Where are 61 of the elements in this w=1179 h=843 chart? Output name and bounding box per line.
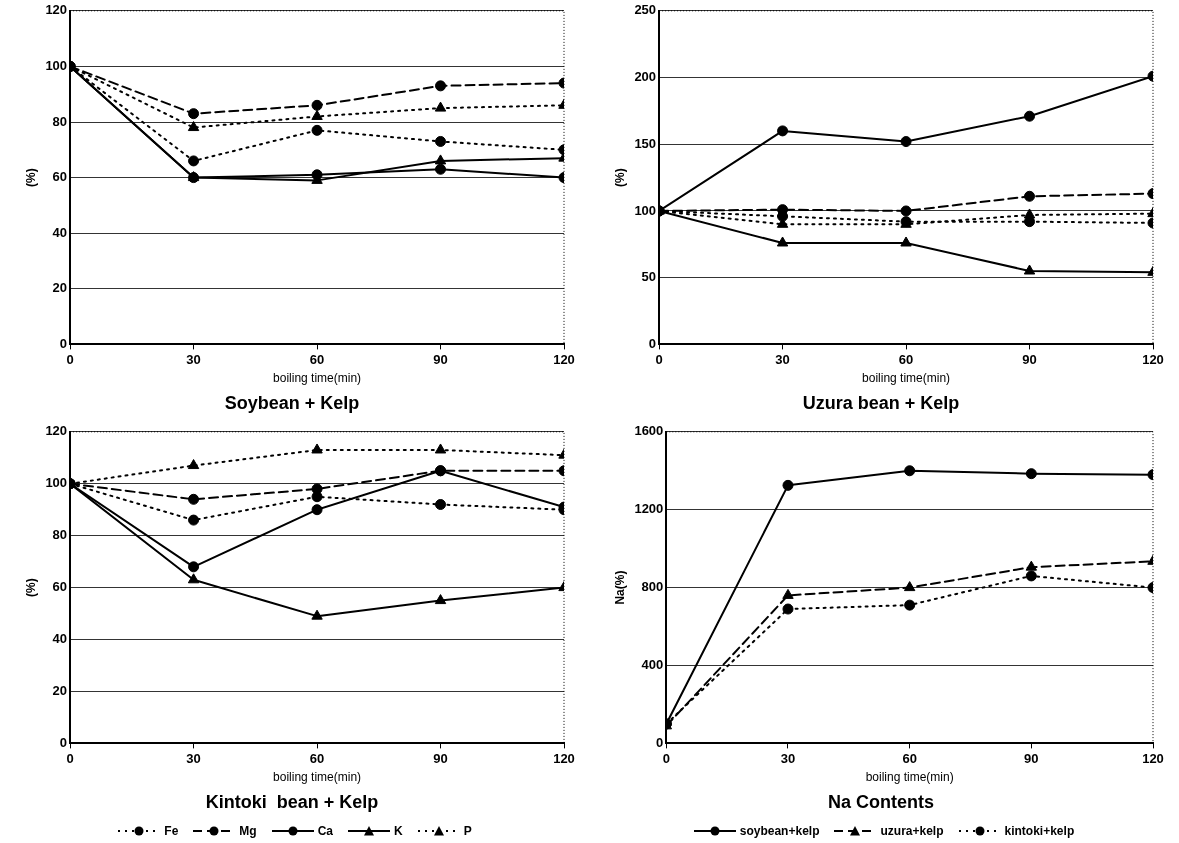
text: Soybean + Kelp bbox=[224, 393, 360, 414]
y-tick-label: 0 bbox=[59, 734, 68, 750]
legend-label: Ca bbox=[317, 824, 333, 838]
text: Kintoki bean + Kelp bbox=[205, 792, 379, 813]
y-tick-label: 20 bbox=[52, 280, 68, 296]
y-axis-title: (%) bbox=[23, 168, 38, 187]
legend-label: Mg bbox=[239, 824, 257, 838]
x-axis-title: boiling time(min) bbox=[273, 769, 362, 784]
legend-label: P bbox=[463, 824, 472, 838]
legend-label: K bbox=[394, 824, 403, 838]
y-axis-title: Na(%) bbox=[612, 570, 627, 605]
text: Na Contents bbox=[827, 792, 935, 813]
y-axis-title: (%) bbox=[23, 578, 38, 597]
y-tick-label: 0 bbox=[59, 335, 68, 351]
y-tick-label: 120 bbox=[45, 423, 68, 439]
x-tick-label: 60 bbox=[898, 351, 914, 367]
y-tick-label: 0 bbox=[648, 335, 657, 351]
y-tick-label: 80 bbox=[52, 113, 68, 129]
legend-label: kintoki+kelp bbox=[1004, 824, 1075, 838]
x-tick-label: 30 bbox=[780, 750, 796, 766]
x-tick-label: 120 bbox=[1142, 351, 1164, 367]
y-tick-label: 20 bbox=[52, 683, 68, 699]
y-tick-label: 50 bbox=[641, 269, 657, 285]
y-tick-label: 150 bbox=[634, 135, 657, 151]
y-tick-label: 40 bbox=[52, 631, 68, 647]
y-tick-label: 0 bbox=[656, 734, 664, 750]
x-tick-label: 90 bbox=[1024, 750, 1039, 766]
x-tick-label: 60 bbox=[309, 351, 325, 367]
text: Uzura bean + Kelp bbox=[802, 393, 960, 414]
y-tick-label: 80 bbox=[52, 527, 68, 543]
x-tick-label: 90 bbox=[1022, 351, 1037, 367]
x-axis-title: boiling time(min) bbox=[273, 370, 362, 385]
y-tick-label: 100 bbox=[45, 475, 68, 491]
y-tick-label: 40 bbox=[52, 224, 68, 240]
x-tick-label: 30 bbox=[775, 351, 790, 367]
x-tick-label: 60 bbox=[902, 750, 917, 766]
x-axis-title: boiling time(min) bbox=[865, 769, 954, 784]
y-axis-title: (%) bbox=[612, 168, 627, 187]
y-tick-label: 100 bbox=[634, 202, 657, 218]
x-tick-label: 120 bbox=[553, 351, 575, 367]
x-tick-label: 120 bbox=[553, 750, 575, 766]
legend-label: soybean+kelp bbox=[739, 824, 820, 838]
y-tick-label: 200 bbox=[634, 69, 657, 85]
y-tick-label: 60 bbox=[52, 579, 68, 595]
y-tick-label: 400 bbox=[641, 657, 664, 673]
y-tick-label: 60 bbox=[52, 169, 68, 185]
x-tick-label: 60 bbox=[309, 750, 325, 766]
x-axis-title: boiling time(min) bbox=[862, 370, 951, 385]
y-tick-label: 250 bbox=[634, 2, 657, 18]
legend-label: Fe bbox=[164, 824, 179, 838]
x-tick-label: 30 bbox=[186, 750, 201, 766]
y-tick-label: 1200 bbox=[634, 501, 664, 517]
x-tick-label: 90 bbox=[433, 750, 448, 766]
x-tick-label: 30 bbox=[186, 351, 201, 367]
x-tick-label: 90 bbox=[433, 351, 448, 367]
y-tick-label: 100 bbox=[45, 57, 68, 73]
x-tick-label: 120 bbox=[1142, 750, 1164, 766]
y-tick-label: 1600 bbox=[634, 423, 664, 439]
y-tick-label: 120 bbox=[45, 2, 68, 18]
y-tick-label: 800 bbox=[641, 579, 664, 595]
legend-label: uzura+kelp bbox=[880, 824, 944, 838]
